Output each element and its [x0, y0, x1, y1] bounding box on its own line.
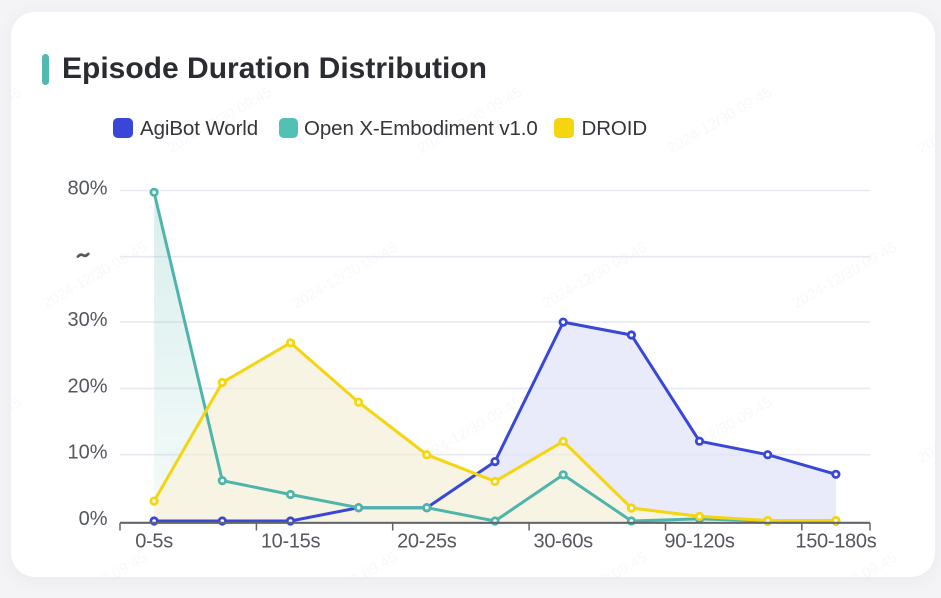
- svg-text:80%: 80%: [67, 178, 107, 200]
- svg-text:30-60s: 30-60s: [534, 530, 594, 552]
- svg-text:90-120s: 90-120s: [664, 530, 734, 552]
- svg-text:0%: 0%: [79, 508, 108, 530]
- svg-text:10-15s: 10-15s: [261, 530, 321, 552]
- svg-text:150-180s: 150-180s: [795, 530, 876, 552]
- svg-text:0-5s: 0-5s: [135, 530, 173, 552]
- svg-text:20-25s: 20-25s: [397, 530, 457, 552]
- svg-text:20%: 20%: [67, 375, 107, 397]
- svg-text:30%: 30%: [67, 309, 107, 331]
- svg-text:10%: 10%: [67, 442, 107, 464]
